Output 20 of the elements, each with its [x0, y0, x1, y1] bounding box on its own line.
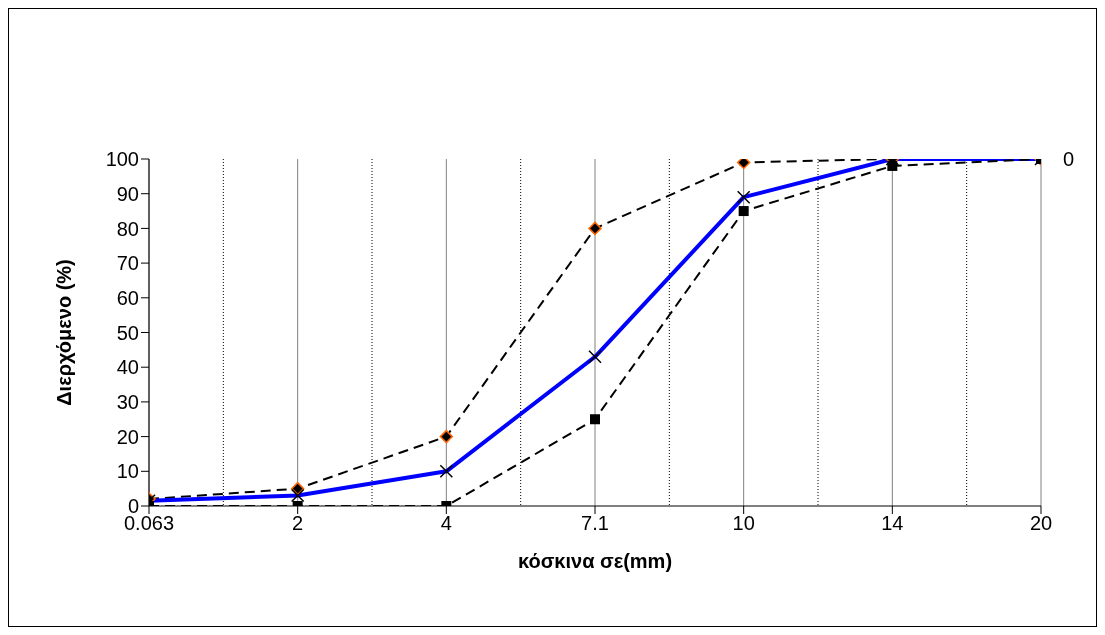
x-tick-label: 14: [881, 512, 904, 535]
x-tick-label: 2: [292, 512, 304, 535]
y-tick-label: 10: [116, 460, 139, 483]
y-tick-label: 90: [116, 182, 139, 205]
y-tick-label: 30: [116, 391, 139, 413]
x-tick-label: 20: [1029, 512, 1053, 535]
annotation: 0: [1063, 148, 1075, 171]
x-axis-title: κόσκινα σε(mm): [517, 550, 673, 572]
x-tick-label: 10: [732, 512, 755, 535]
y-tick-label: 60: [116, 286, 139, 309]
y-tick-label: 50: [116, 321, 139, 344]
y-tick-label: 70: [116, 252, 139, 275]
x-tick-label: 4: [440, 512, 452, 535]
y-tick-label: 80: [116, 217, 139, 240]
x-tick-label: 0.063: [123, 512, 175, 535]
y-tick-label: 40: [116, 356, 139, 379]
y-tick-label: 100: [105, 148, 139, 171]
y-tick-label: 20: [116, 425, 139, 448]
y-axis-title: Διερχόμενο (%): [53, 259, 76, 406]
x-tick-label: 7.1: [581, 512, 609, 535]
